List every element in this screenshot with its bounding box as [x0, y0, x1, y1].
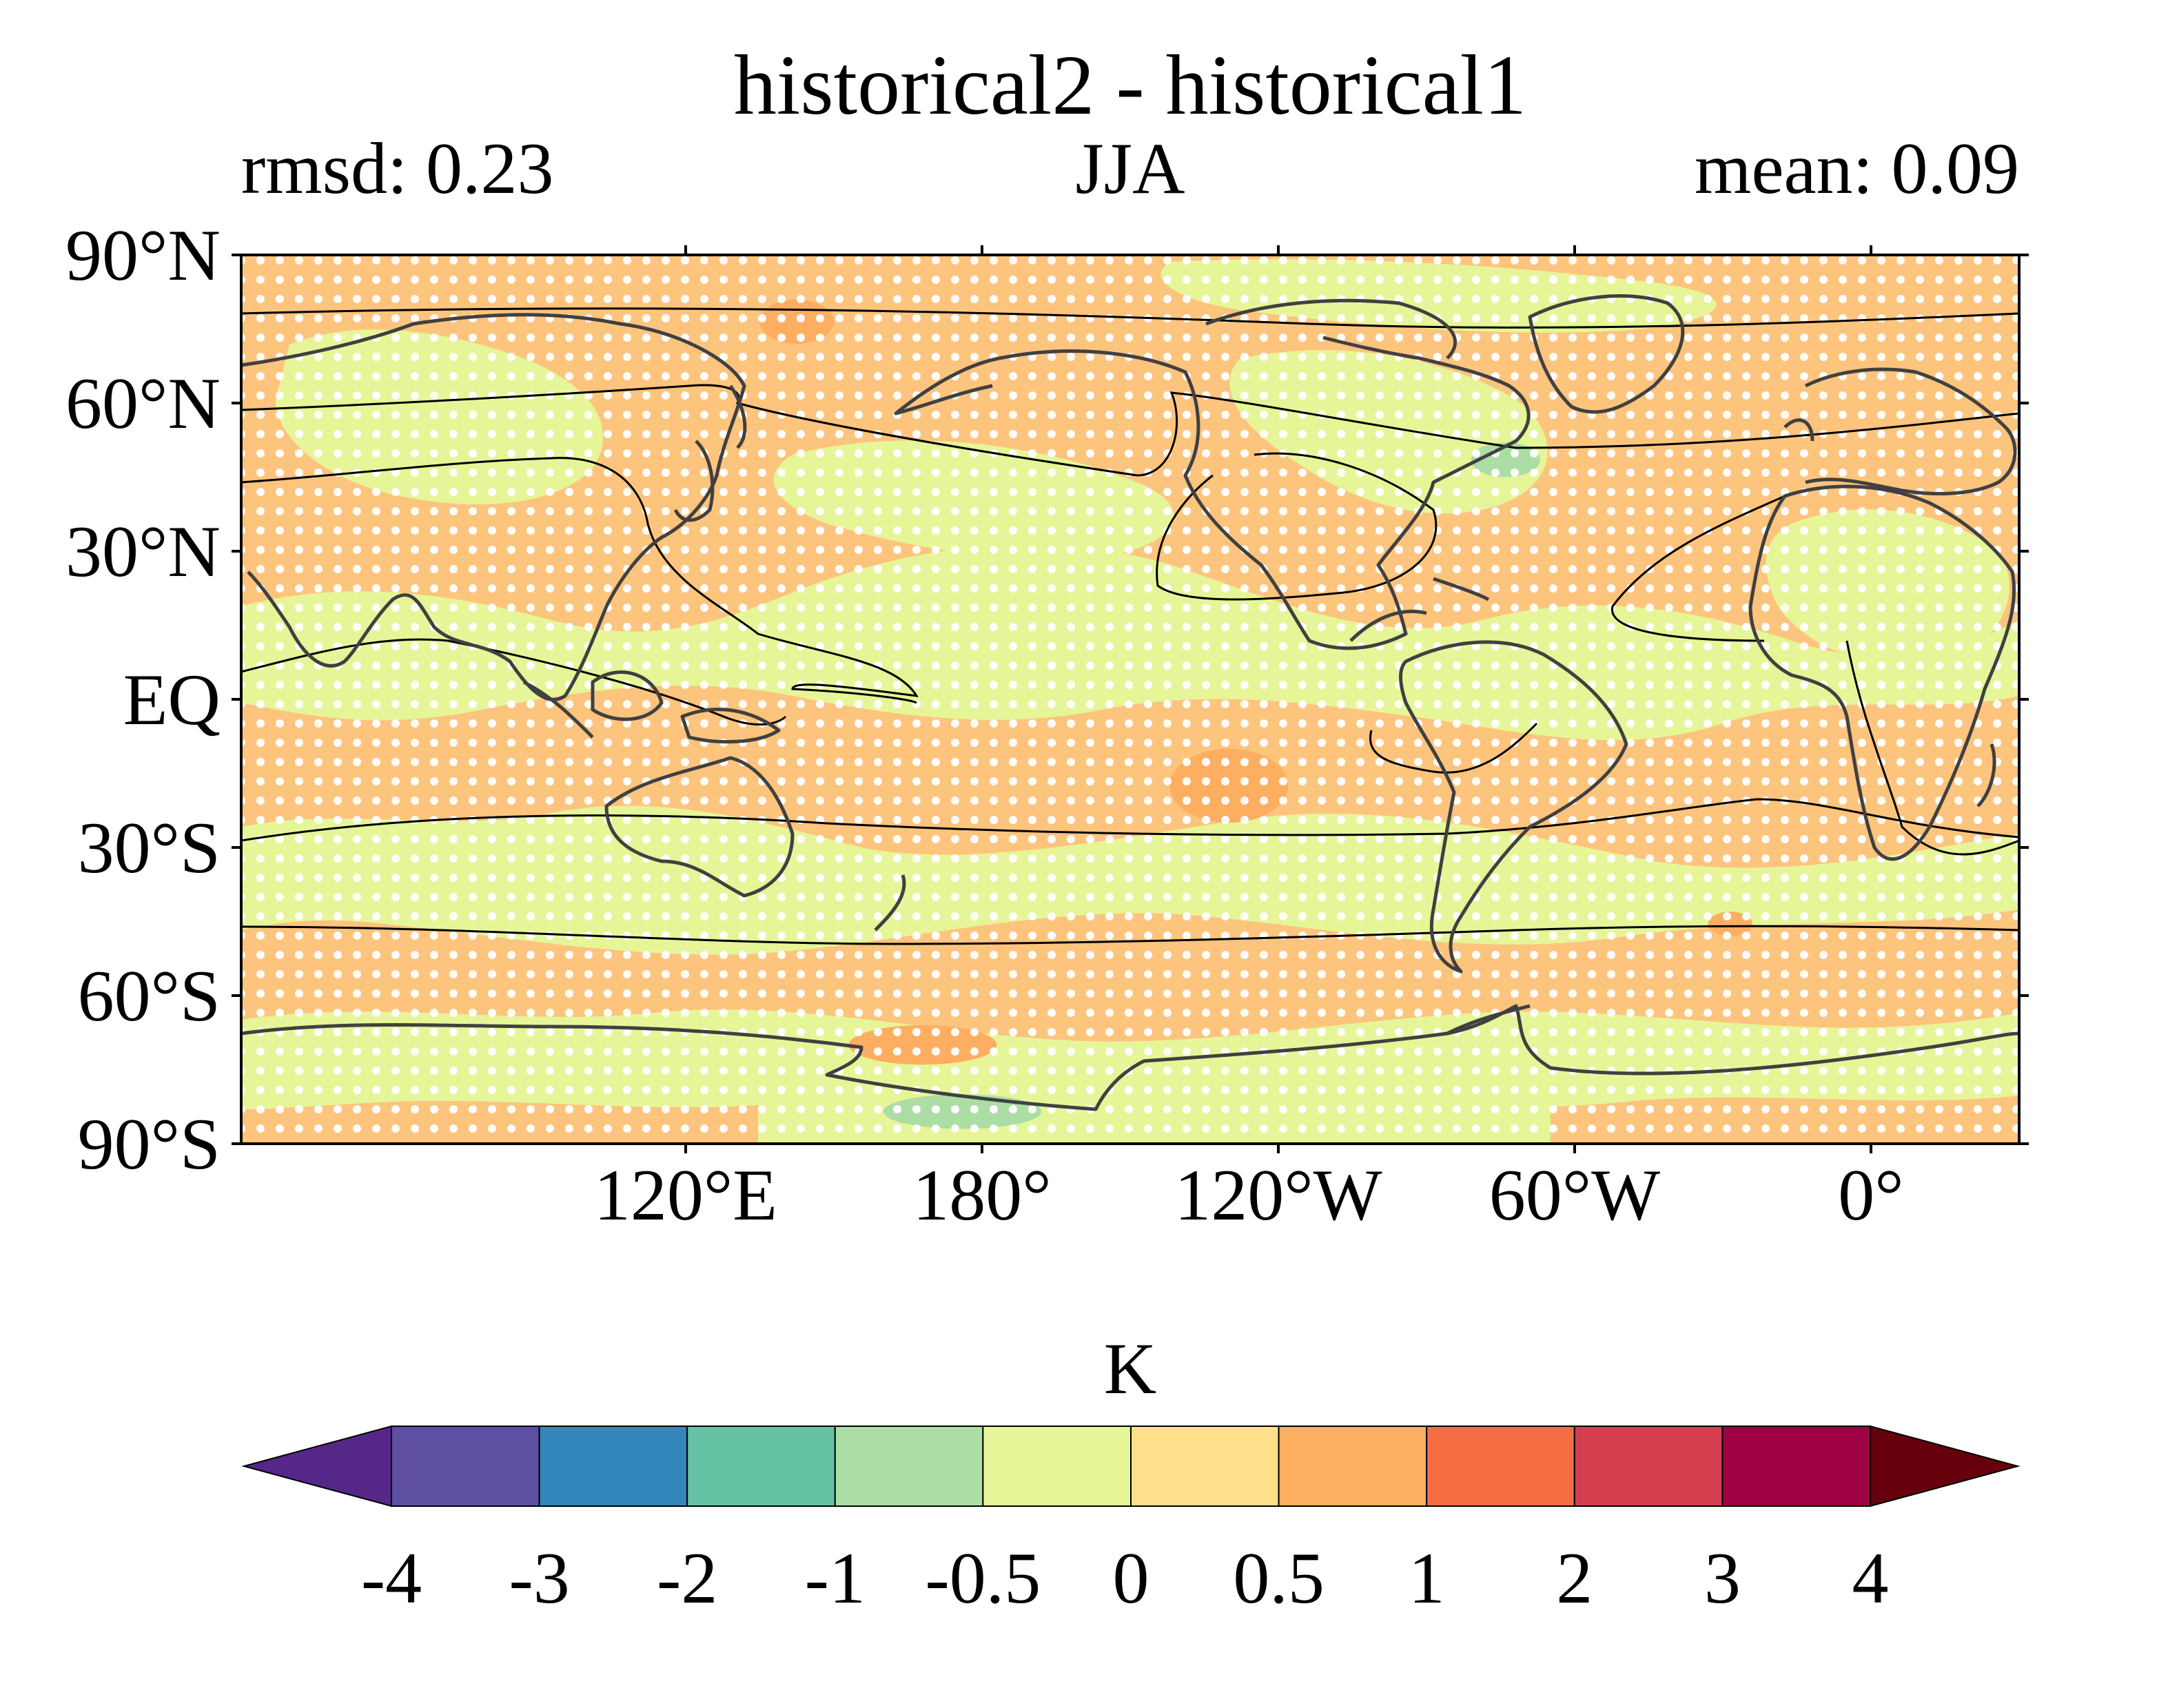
lon-tick-label: 120°E	[594, 1155, 777, 1235]
coastline-japan	[673, 440, 715, 522]
map-panel	[241, 255, 2019, 1144]
colorbar-segment	[1573, 1426, 1724, 1507]
colorbar-tick-label: -1	[805, 1538, 866, 1618]
coastline-sumatra	[522, 680, 594, 739]
lat-tick-label: 60°N	[65, 363, 221, 444]
coastline-gulf	[1349, 609, 1427, 642]
coastline-antarctica	[241, 1004, 2019, 1111]
colorbar-tick-label: 2	[1556, 1538, 1593, 1618]
rmsd-label: rmsd: 0.23	[241, 128, 553, 209]
coastline-madagascar	[1976, 743, 1996, 807]
contour-line	[1611, 495, 1786, 642]
colorbar-tick-label: -0.5	[925, 1538, 1041, 1618]
lat-tick-label: EQ	[123, 659, 221, 740]
colorbar-segment	[1721, 1426, 1871, 1507]
colorbar-label: K	[1104, 1328, 1157, 1409]
coastline-new-zealand	[874, 874, 906, 932]
colorbar-extend-max	[1870, 1425, 2021, 1508]
colorbar-segment	[982, 1426, 1132, 1507]
colorbar-tick-label: 4	[1852, 1538, 1889, 1618]
contour-line	[1369, 722, 1538, 774]
lon-tick-label: 0°	[1838, 1155, 1903, 1235]
coastline-australia	[604, 756, 795, 898]
lon-tick-label: 120°W	[1174, 1155, 1382, 1235]
contour-line	[1156, 452, 1438, 601]
colorbar-segment	[834, 1426, 984, 1507]
colorbar-segment	[538, 1426, 688, 1507]
coastline-europe	[1804, 367, 2017, 496]
colorbar-tick-label: 3	[1704, 1538, 1741, 1618]
coastline-caribbean	[1433, 577, 1490, 601]
contour-line	[241, 384, 2019, 477]
lat-tick-label: 60°S	[78, 956, 221, 1036]
coastline-kamchatka	[728, 384, 747, 449]
stippling-overlay	[241, 255, 2019, 1144]
coastline-eurasia	[241, 313, 746, 701]
coastline-new-guinea	[680, 708, 781, 744]
latitude-axis: 90°N 60°N 30°N EQ 30°S 60°S 90°S	[65, 215, 2029, 1184]
lon-tick-label: 60°W	[1489, 1155, 1660, 1235]
lat-tick-label: 30°N	[65, 511, 221, 592]
colorbar-extend-min	[241, 1425, 392, 1508]
contour-line	[1845, 640, 2019, 856]
contour-line	[241, 798, 2019, 842]
colorbar-tick-label: 0	[1113, 1538, 1149, 1618]
lon-tick-label: 180°	[912, 1155, 1051, 1235]
coastline-alaska	[894, 356, 1000, 415]
colorbar-tick-label: 0.5	[1233, 1538, 1325, 1618]
longitude-axis: 120°E 180° 120°W 60°W 0°	[594, 245, 1904, 1235]
mean-label: mean: 0.09	[1695, 128, 2019, 209]
colorbar-segment	[391, 1426, 540, 1507]
coastline-uk	[1783, 418, 1814, 442]
colorbar-segment	[1130, 1426, 1280, 1507]
coastline-greenland	[1528, 294, 1685, 414]
colorbar-tick-label: -3	[509, 1538, 569, 1618]
lat-tick-label: 30°S	[78, 807, 221, 888]
colorbar-tick-label: 1	[1409, 1538, 1445, 1618]
contour-line	[241, 457, 919, 704]
chart-title: historical2 - historical1	[734, 38, 1526, 132]
contour-line	[241, 638, 787, 726]
colorbar-tick-labels: -4 -3 -2 -1 -0.5 0 0.5 1 2 3 4	[361, 1538, 1889, 1618]
coastlines	[241, 294, 2019, 1111]
colorbar	[241, 1425, 2021, 1508]
lat-tick-label: 90°S	[78, 1104, 221, 1184]
colorbar-segment	[686, 1426, 836, 1507]
coastline-north-america	[999, 336, 1531, 650]
coastline-arctic-islands	[1205, 298, 1457, 360]
climatology-contours	[241, 307, 2019, 945]
colorbar-tick-label: -4	[361, 1538, 422, 1618]
colorbar-tick-label: -2	[657, 1538, 717, 1618]
coastline-south-america	[1399, 640, 1628, 974]
contour-line	[241, 307, 2019, 329]
season-label: JJA	[1075, 128, 1185, 209]
colorbar-segment	[1278, 1426, 1428, 1507]
coastline-africa	[1748, 484, 2016, 861]
colorbar-segment	[1426, 1426, 1575, 1507]
coastline-borneo	[591, 670, 664, 721]
lat-tick-label: 90°N	[65, 215, 221, 296]
coastline-antarctic-peninsula	[1446, 1004, 1531, 1036]
contour-line	[241, 925, 2019, 945]
